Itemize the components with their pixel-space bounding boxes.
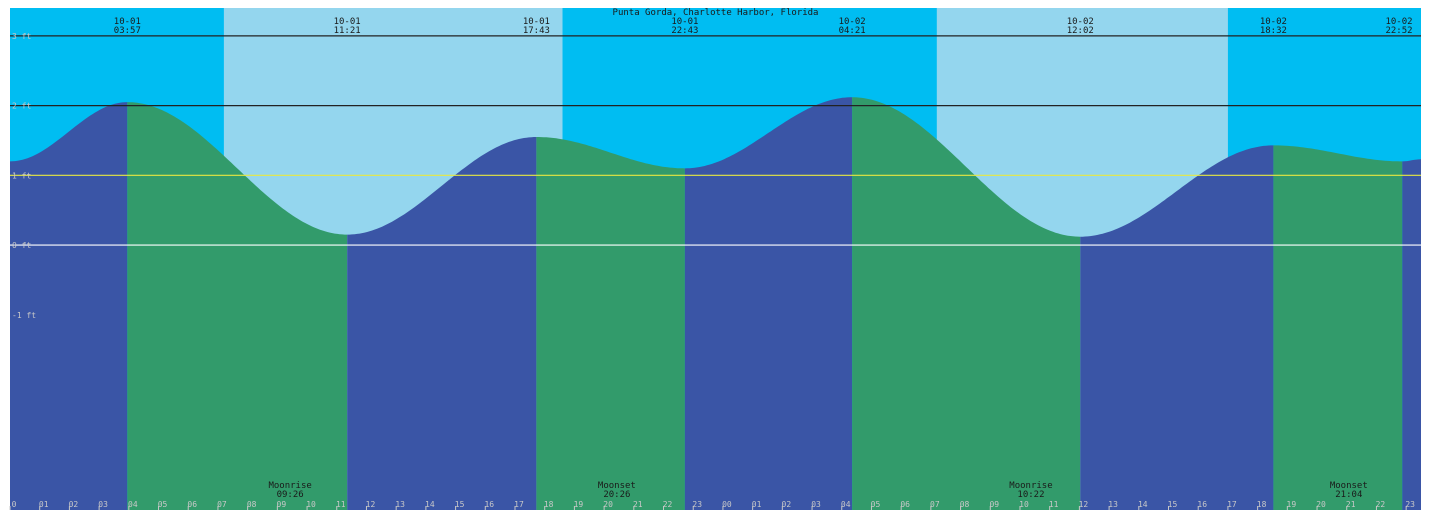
hour-tick-label: 11 (336, 500, 346, 509)
extreme-time-label: 12:02 (1067, 26, 1094, 36)
moon-event-label: Moonrise (1009, 481, 1052, 491)
hour-tick-label: 06 (187, 500, 197, 509)
hour-tick-label: 17 (1227, 500, 1237, 509)
y-tick-label: 3 ft (12, 32, 31, 41)
tide-area (10, 97, 1421, 511)
extreme-date-label: 10-02 (1385, 17, 1412, 27)
hour-tick-label: 16 (484, 500, 494, 509)
hour-tick-label: 14 (425, 500, 435, 509)
hour-tick-label: 05 (158, 500, 168, 509)
hour-tick-label: 03 (811, 500, 821, 509)
extreme-date-label: 10-01 (114, 17, 141, 27)
extreme-date-label: 10-01 (334, 17, 361, 27)
falling-tide-segment (536, 137, 685, 510)
hour-tick-label: 06 (900, 500, 910, 509)
hour-tick-label: 04 (841, 500, 851, 509)
hour-tick-label: 09 (277, 500, 287, 509)
extreme-date-label: 10-01 (671, 17, 698, 27)
hour-tick-label: 08 (247, 500, 257, 509)
hour-tick-label: 01 (39, 500, 49, 509)
moon-event-label: Moonset (1330, 481, 1368, 491)
hour-tick-label: 22 (663, 500, 673, 509)
extreme-time-label: 17:43 (523, 26, 550, 36)
chart-title: Punta Gorda, Charlotte Harbor, Florida (613, 8, 819, 18)
moon-event-time: 10:22 (1017, 490, 1044, 500)
rising-tide-segment (10, 102, 128, 510)
hour-tick-label: 23 (1405, 500, 1415, 509)
y-tick-label: 2 ft (12, 102, 31, 111)
hour-tick-label: 20 (1316, 500, 1326, 509)
extreme-date-label: 10-02 (1067, 17, 1094, 27)
hour-tick-label: 22 (1376, 500, 1386, 509)
hour-tick-label: 18 (1257, 500, 1267, 509)
hour-tick-label: 09 (989, 500, 999, 509)
moon-event-time: 20:26 (603, 490, 630, 500)
moon-event-label: Moonset (598, 481, 636, 491)
moon-event-label: Moonrise (268, 481, 311, 491)
hour-tick-label: 02 (782, 500, 792, 509)
hour-tick-label: 10 (1019, 500, 1029, 509)
rising-tide-segment (1080, 145, 1274, 510)
grid-lines (9, 35, 1421, 510)
extreme-time-label: 22:52 (1385, 26, 1412, 36)
rising-tide-segment (347, 137, 537, 510)
hour-tick-label: 04 (128, 500, 138, 509)
y-tick-label: -1 ft (12, 311, 36, 320)
falling-tide-segment (127, 102, 348, 510)
falling-tide-segment (852, 97, 1081, 510)
hour-tick-label: 05 (871, 500, 881, 509)
hour-tick-label: 00 (722, 500, 732, 509)
hour-tick-label: 18 (544, 500, 554, 509)
rising-tide-segment (684, 97, 853, 510)
hour-tick-label: 16 (1197, 500, 1207, 509)
extreme-date-label: 10-01 (523, 17, 550, 27)
rising-tide-segment (1402, 159, 1421, 511)
extreme-time-label: 04:21 (839, 26, 866, 36)
hour-tick-label: 12 (366, 500, 376, 509)
moon-event-time: 21:04 (1335, 490, 1362, 500)
hour-tick-label: 14 (1138, 500, 1148, 509)
hour-tick-label: 02 (69, 500, 79, 509)
hour-tick-label: 10 (306, 500, 316, 509)
extreme-time-label: 22:43 (671, 26, 698, 36)
hour-tick-label: 08 (960, 500, 970, 509)
hour-tick-label: 19 (574, 500, 584, 509)
hour-tick-label: 13 (1108, 500, 1118, 509)
falling-tide-segment (1273, 145, 1403, 510)
extreme-time-label: 18:32 (1260, 26, 1287, 36)
extreme-time-label: 03:57 (114, 26, 141, 36)
moon-event-time: 09:26 (277, 490, 304, 500)
y-tick-label: 0 ft (12, 241, 31, 250)
extreme-date-label: 10-02 (1260, 17, 1287, 27)
hour-tick-label: 0 (12, 500, 17, 509)
hour-tick-label: 21 (633, 500, 643, 509)
hour-tick-label: 07 (930, 500, 940, 509)
hour-tick-label: 20 (603, 500, 613, 509)
hour-tick-label: 12 (1079, 500, 1089, 509)
hour-tick-label: 11 (1049, 500, 1059, 509)
hour-tick-label: 15 (455, 500, 465, 509)
hour-tick-label: 17 (514, 500, 524, 509)
labels: Punta Gorda, Charlotte Harbor, Florida 3… (12, 8, 1416, 509)
hour-tick-label: 19 (1287, 500, 1297, 509)
extreme-time-label: 11:21 (334, 26, 361, 36)
hour-tick-label: 03 (98, 500, 108, 509)
hour-tick-label: 21 (1346, 500, 1356, 509)
hour-tick-label: 13 (395, 500, 405, 509)
extreme-date-label: 10-02 (839, 17, 866, 27)
hour-tick-label: 15 (1168, 500, 1178, 509)
hour-tick-label: 01 (752, 500, 762, 509)
hour-tick-label: 07 (217, 500, 227, 509)
hour-tick-label: 23 (692, 500, 702, 509)
y-tick-label: 1 ft (12, 171, 31, 180)
